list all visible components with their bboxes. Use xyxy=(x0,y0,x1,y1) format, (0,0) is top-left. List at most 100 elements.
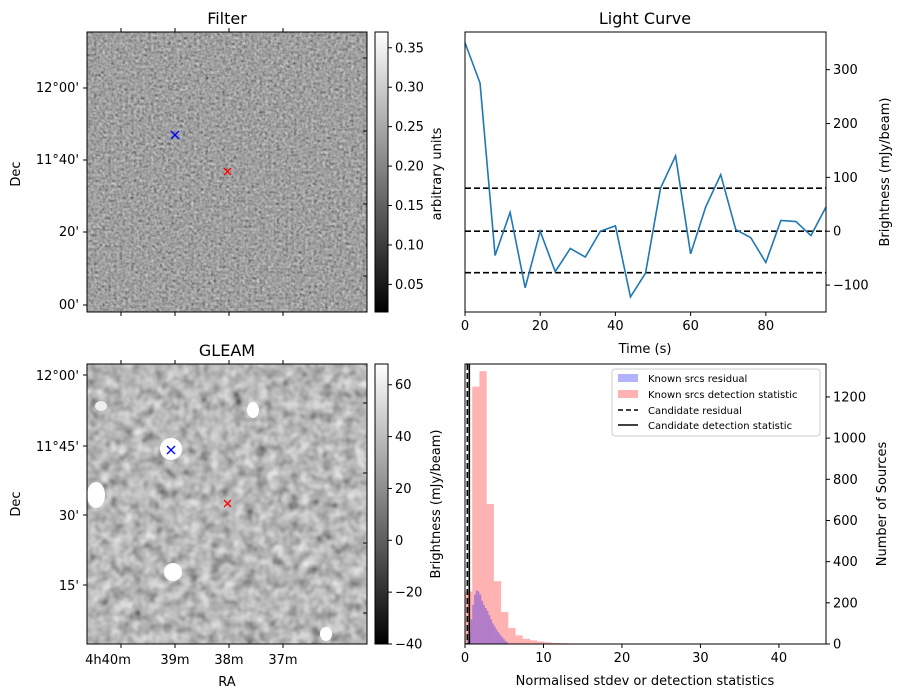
histogram-frame xyxy=(464,363,827,645)
lightcurve-panel: Light Curve 0 20 40 60 80 −100 0 100 200 300 Time… xyxy=(461,9,893,357)
colorbar-tick-label: 0.10 xyxy=(395,238,424,253)
histogram-bar-series1 xyxy=(501,636,503,644)
legend-label-1: Known srcs detection statistic xyxy=(648,390,797,401)
histogram-bar-series1 xyxy=(472,604,475,644)
gleam-frame xyxy=(86,363,368,645)
lightcurve-ytick-label: 300 xyxy=(833,63,858,78)
gleam-colorbar xyxy=(374,363,389,645)
filter-colorbar xyxy=(374,31,389,313)
filter-red-cross xyxy=(223,167,232,176)
lightcurve-series-line xyxy=(464,42,827,300)
filter-frame xyxy=(86,31,368,313)
filter-colorbar-ticks: 0.35 0.30 0.25 0.20 0.15 0.10 0.05 xyxy=(388,41,424,293)
filter-panel: Filter 12°00' 11°40' 20' 00' Dec xyxy=(9,9,445,316)
gleam-panel: GLEAM 12°00' 11°45' 30' 15' Dec xyxy=(9,341,444,690)
gleam-ytick-2: 30' xyxy=(59,509,79,524)
histogram-xtick-label: 40 xyxy=(771,651,788,666)
colorbar-tick-label: 0.25 xyxy=(395,120,424,135)
histogram-ytick-label: 0 xyxy=(833,638,841,653)
histogram-bar-series0 xyxy=(537,641,545,644)
lightcurve-xtick-label: 20 xyxy=(532,319,549,334)
legend-box xyxy=(611,368,821,437)
gleam-ytick-0: 12°00' xyxy=(36,369,79,384)
gleam-title: GLEAM xyxy=(199,341,255,360)
histogram-bar-series1 xyxy=(470,619,473,644)
gleam-axis-ticks xyxy=(83,360,367,648)
colorbar-tick-label: 40 xyxy=(395,430,412,445)
gleam-xlabel: RA xyxy=(218,675,236,690)
histogram-bar-series0 xyxy=(529,640,538,644)
histogram-ytick-label: 1200 xyxy=(833,390,866,405)
lightcurve-ytick-label: 100 xyxy=(833,171,858,186)
colorbar-tick-label: 0 xyxy=(395,534,403,549)
filter-title: Filter xyxy=(207,9,247,28)
histogram-bar-series1 xyxy=(490,619,493,644)
histogram-xlabel: Normalised stdev or detection statistics xyxy=(516,674,775,689)
histogram-bar-series0 xyxy=(522,638,530,644)
histogram-ytick-label: 400 xyxy=(833,555,858,570)
gleam-source-6 xyxy=(95,401,107,411)
histogram-bar-series0 xyxy=(486,504,494,644)
histogram-xtick-label: 20 xyxy=(614,651,631,666)
colorbar-tick-label: 20 xyxy=(395,482,412,497)
gleam-source-1 xyxy=(160,438,182,460)
histogram-bar-series1 xyxy=(497,632,500,644)
legend-label-0: Known srcs residual xyxy=(648,374,747,385)
histogram-bar-series1 xyxy=(479,594,482,644)
legend-label-3: Candidate detection statistic xyxy=(648,421,792,432)
gleam-source-4 xyxy=(247,402,259,418)
histogram-bar-series0 xyxy=(493,581,502,644)
lightcurve-xtick-label: 40 xyxy=(607,319,624,334)
lightcurve-ylabel: Brightness (mJy/beam) xyxy=(878,98,893,247)
gleam-xtick-1: 39m xyxy=(160,653,189,668)
colorbar-tick-label: −20 xyxy=(395,586,422,601)
histogram-bar-series0 xyxy=(515,635,523,644)
gleam-xtick-2: 38m xyxy=(214,653,243,668)
histogram-bar-series1 xyxy=(486,611,489,644)
gleam-ylabel: Dec xyxy=(9,491,24,516)
histogram-bar-series1 xyxy=(502,638,505,644)
gleam-xtick-3: 37m xyxy=(268,653,297,668)
histogram-bar-series1 xyxy=(506,642,509,644)
filter-ytick-0: 12°00' xyxy=(36,81,79,96)
histogram-bar-series0 xyxy=(551,642,559,644)
histogram-bar-series0 xyxy=(501,612,509,644)
filter-ylabel: Dec xyxy=(9,161,24,186)
colorbar-tick-label: 0.35 xyxy=(395,41,424,56)
filter-blue-cross xyxy=(170,130,180,140)
histogram-xtick-label: 0 xyxy=(461,651,469,666)
colorbar-tick-label: −40 xyxy=(395,638,422,653)
lightcurve-frame xyxy=(464,31,827,313)
gleam-ytick-1: 11°45' xyxy=(36,440,79,455)
filter-ytick-2: 20' xyxy=(59,225,79,240)
histogram-bar-series1 xyxy=(466,639,469,644)
histogram-bar-series1 xyxy=(492,623,494,644)
histogram-ytick-label: 800 xyxy=(833,473,858,488)
colorbar-tick-label: 0.20 xyxy=(395,160,424,175)
lightcurve-xlabel: Time (s) xyxy=(618,342,672,357)
histogram-ytick-label: 200 xyxy=(833,596,858,611)
lightcurve-ytick-label: 0 xyxy=(833,225,841,240)
histogram-xtick-label: 10 xyxy=(535,651,552,666)
lightcurve-xtick-label: 0 xyxy=(461,319,469,334)
gleam-source-2 xyxy=(87,482,105,508)
filter-ytick-1: 11°40' xyxy=(36,153,79,168)
histogram-bar-series1 xyxy=(481,600,484,644)
histogram-bar-series1 xyxy=(484,607,487,644)
gleam-source-3 xyxy=(164,563,182,581)
histogram-ytick-label: 1000 xyxy=(833,432,866,447)
filter-colorbar-label: arbitrary units xyxy=(430,127,445,220)
histogram-bar-series0 xyxy=(472,386,480,644)
gleam-colorbar-label: Brightness (mJy/beam) xyxy=(429,430,444,579)
histogram-bar-series1 xyxy=(474,594,476,644)
colorbar-tick-label: 60 xyxy=(395,378,412,393)
histogram-bar-series1 xyxy=(477,591,480,644)
histogram-bar-series1 xyxy=(504,640,507,644)
histogram-bar-series1 xyxy=(499,634,502,644)
histogram-bar-series0 xyxy=(479,371,487,644)
histogram-legend: Known srcs residual Known srcs detection… xyxy=(611,368,821,437)
lightcurve-ytick-label: −100 xyxy=(833,279,869,294)
gleam-red-cross xyxy=(223,499,232,508)
